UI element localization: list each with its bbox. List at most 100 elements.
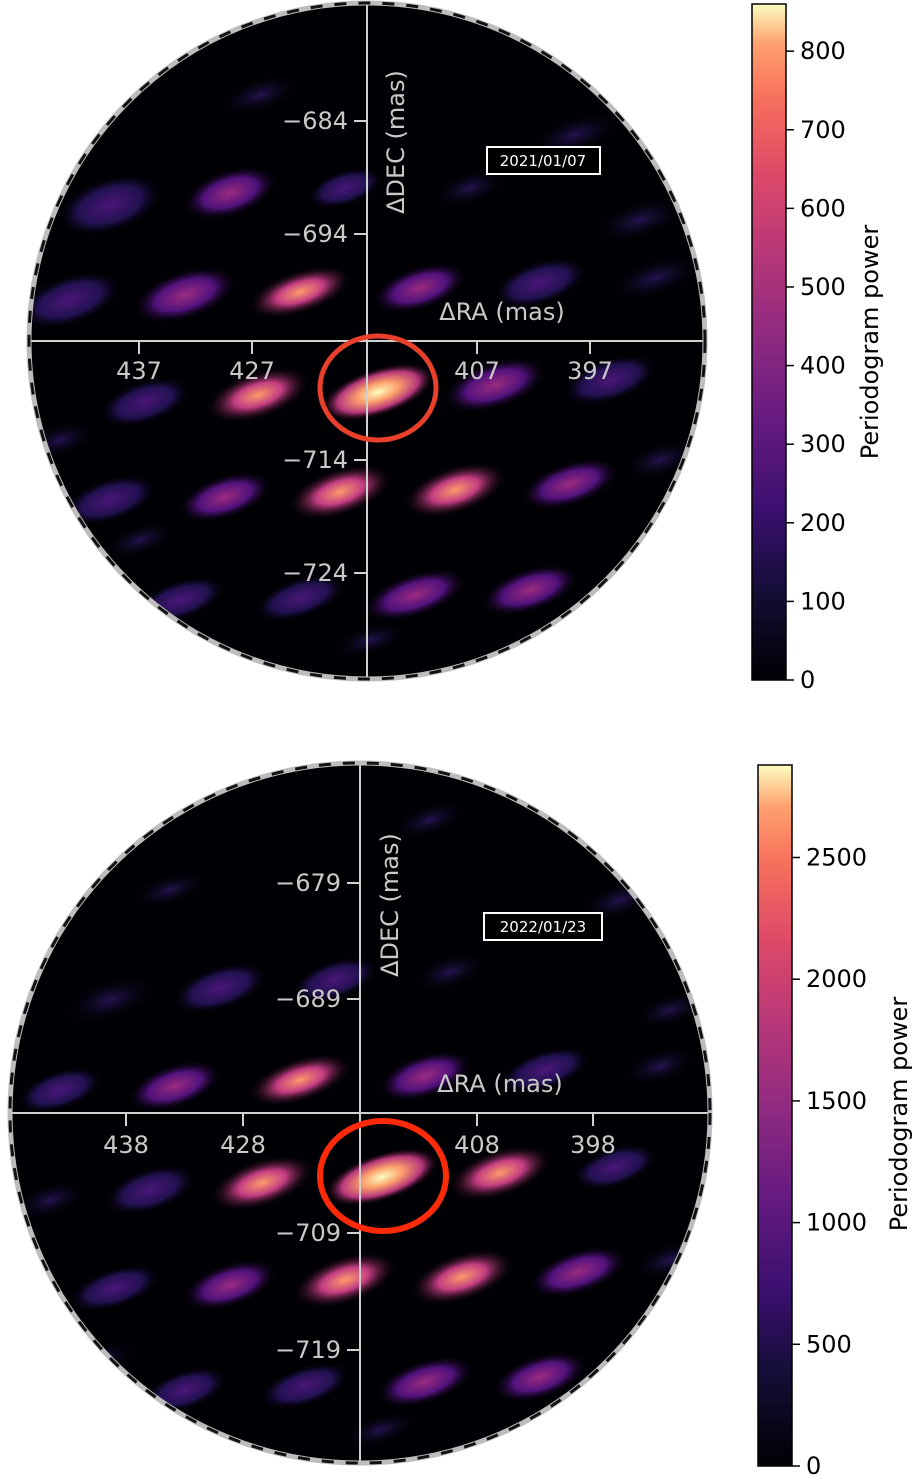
power-blob [131,870,209,910]
colorbar-tick-label: 500 [806,1330,852,1358]
dec-tick-label: −714 [282,446,348,474]
power-blob [528,1245,628,1299]
ra-tick-label: 427 [229,357,275,385]
colorbar-tick-label: 300 [800,430,846,458]
power-blob [621,1044,699,1088]
colorbar-tick-label: 0 [800,666,815,694]
power-blob [607,253,703,303]
power-blob [520,457,620,511]
power-blob [391,800,469,840]
dec-tick-label: −689 [275,985,341,1013]
power-blob [247,265,353,319]
power-blob [258,1361,352,1411]
power-blob [491,1350,589,1404]
power-blob [592,195,688,245]
map-border-dash [8,761,712,1465]
ra-tick-label: 407 [454,357,500,385]
ra-axis-label: ΔRA (mas) [437,1070,562,1098]
candidate-highlight-circle [317,1118,449,1234]
power-blob [571,1143,659,1191]
power-blob [176,470,274,524]
periodogram-panel-2: −679 −689 −709 −719 438 428 408 398 ΔRA … [7,760,913,1479]
power-blob [11,1178,89,1222]
colorbar-tick-label: 100 [800,587,846,615]
colorbar-gradient [757,764,793,1467]
colorbar-tick-label: 500 [800,273,846,301]
colorbar-tick-label: 700 [800,116,846,144]
dec-ticks: −684 −694 −714 −724 [282,107,367,587]
colorbar-tick-label: 200 [800,509,846,537]
power-blob [56,173,164,237]
power-blob [402,461,508,519]
colorbar-tick-label: 1000 [806,1209,867,1237]
date-box [483,912,603,941]
power-blob [411,950,489,994]
power-blob [324,1147,440,1207]
power-blob [61,473,159,527]
dec-tick-label: −709 [275,1219,341,1247]
power-blob [132,265,238,325]
colorbar-tick-label: 2500 [806,843,867,871]
power-blob [375,1355,475,1409]
colorbar-tick-label: 2000 [806,965,867,993]
colorbar-tick-label: 600 [800,194,846,222]
power-blob [126,1059,224,1113]
periodogram-blobs [29,72,703,660]
candidate-highlight-circle [317,333,439,443]
power-blob [181,165,279,221]
dec-ticks: −679 −689 −709 −719 [275,869,360,1364]
dec-tick-label: −679 [275,869,341,897]
power-blob [103,1164,197,1216]
colorbar-tick-label: 0 [806,1452,821,1479]
dec-tick-label: −719 [275,1336,341,1364]
power-blob [253,573,347,623]
colorbar-label: Periodogram power [856,225,884,460]
date-label: 2021/01/07 [500,152,586,170]
power-blob [306,166,384,210]
power-blob [29,270,123,330]
ra-tick-label: 437 [116,357,162,385]
power-blob [376,1049,474,1103]
power-blob [292,1251,398,1309]
ra-tick-label: 408 [454,1131,500,1159]
power-blob [247,1053,353,1107]
colorbar-2: 0 500 1000 1500 2000 2500 Periodogram power [757,764,913,1479]
dec-tick-label: −684 [282,107,348,135]
power-blob [442,356,548,414]
power-blob [171,961,269,1015]
colorbar-label: Periodogram power [885,997,913,1232]
power-blob [498,1045,592,1095]
ra-tick-label: 438 [103,1131,149,1159]
power-blob [447,1144,553,1202]
ra-tick-label: 428 [220,1131,266,1159]
periodogram-blobs [11,800,709,1450]
dec-axis-label: ΔDEC (mas) [382,70,410,214]
power-blob [61,973,159,1027]
power-blob [409,1248,515,1306]
colorbar-1: 0 100 200 300 400 500 600 700 800 Periodogram po… [751,3,884,694]
date-box [486,146,601,175]
ra-tick-label: 397 [567,357,613,385]
power-blob [480,563,580,617]
colorbar-gradient [751,3,787,681]
dec-tick-label: −724 [282,559,348,587]
power-blob [491,256,589,310]
power-blob [98,376,192,428]
date-label: 2022/01/23 [500,918,586,936]
colorbar-tick-label: 400 [800,352,846,380]
power-blob [68,1263,162,1313]
dec-tick-label: −694 [282,220,348,248]
power-blob [371,261,469,315]
power-blob [101,520,179,560]
power-blob [205,366,311,424]
power-blob [209,1154,315,1212]
ra-tick-label: 398 [570,1131,616,1159]
power-blob [561,353,659,407]
colorbar-tick-label: 1500 [806,1087,867,1115]
colorbar-tick-label: 800 [800,37,846,65]
power-blob [216,72,304,118]
power-blob [331,620,409,660]
power-blob [181,1258,279,1312]
power-blob [291,956,379,1004]
ra-ticks: 437 427 407 397 [116,341,613,385]
